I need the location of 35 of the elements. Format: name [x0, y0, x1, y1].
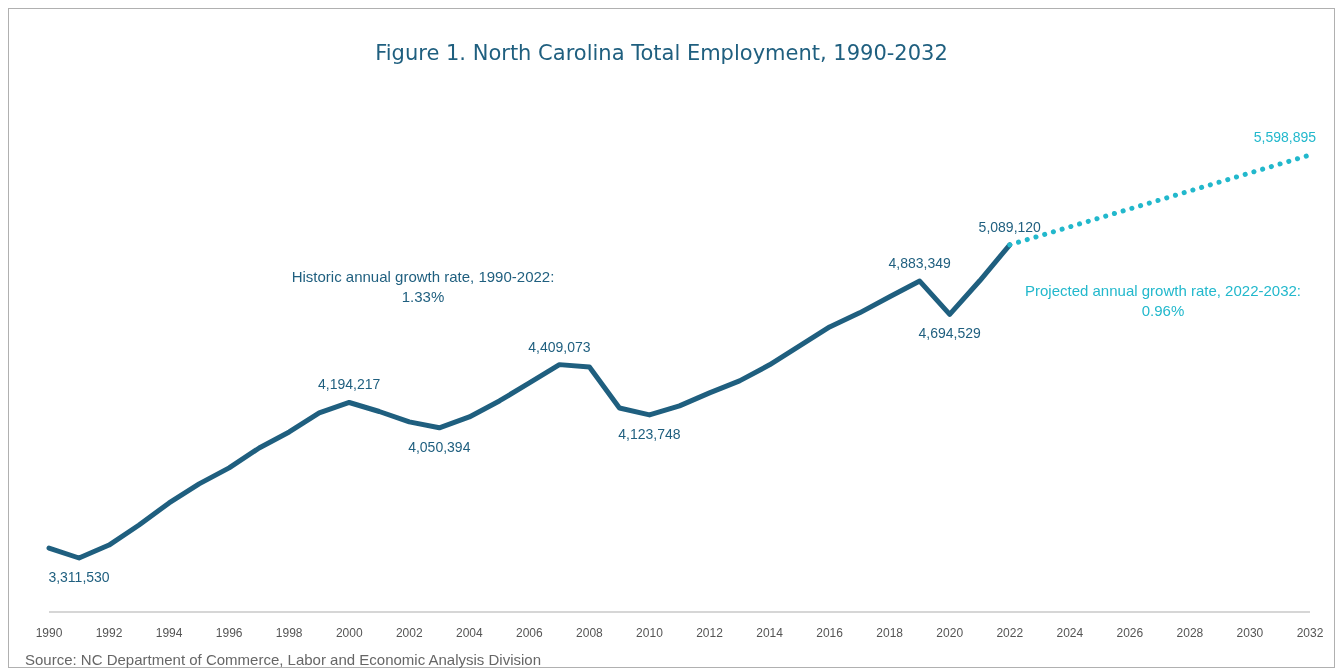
source-note: Source: NC Department of Commerce, Labor and Economic Analysis Division: [25, 651, 542, 668]
chart-title: Figure 1. North Carolina Total Employment, 1990-2032: [375, 41, 948, 65]
x-tick-label: 1992: [95, 626, 123, 640]
data-label: 4,694,529: [918, 325, 982, 342]
x-tick-label: 2026: [1116, 626, 1144, 640]
data-label: 3,311,530: [48, 569, 110, 585]
x-tick-label: 2000: [335, 626, 363, 640]
x-tick-label: 2024: [1056, 626, 1084, 640]
x-tick-label: 2022: [996, 626, 1024, 640]
x-tick-label: 1990: [35, 626, 63, 640]
x-tick-label: 2010: [636, 626, 664, 640]
x-tick-label: 2018: [876, 626, 904, 640]
x-tick-label: 1996: [215, 626, 243, 640]
x-tick-label: 2020: [936, 626, 964, 640]
x-tick-label: 2030: [1236, 626, 1264, 640]
x-tick-label: 2016: [816, 626, 844, 640]
annotation: Historic annual growth rate, 1990-2022: 1.33%: [291, 268, 555, 305]
data-label: 4,883,349: [888, 255, 952, 272]
data-label: 5,089,120: [978, 218, 1042, 235]
x-tick-label: 2008: [576, 626, 604, 640]
data-label: 4,050,394: [408, 438, 471, 455]
x-tick-label: 2028: [1176, 626, 1204, 640]
data-label: 4,194,217: [318, 376, 381, 393]
annotation: Projected annual growth rate, 2022-2032: 0.96%: [1024, 282, 1302, 319]
x-tick-label: 2006: [516, 626, 544, 640]
x-tick-label: 2004: [455, 626, 483, 640]
x-tick-label: 2014: [756, 626, 784, 640]
x-tick-label: 2032: [1296, 626, 1324, 640]
x-tick-label: 1994: [155, 626, 183, 640]
data-label: 5,598,895: [1253, 129, 1317, 145]
data-label: 4,123,748: [618, 425, 681, 442]
x-tick-label: 2012: [696, 626, 724, 640]
x-tick-label: 1998: [275, 626, 303, 640]
data-label: 4,409,073: [528, 338, 591, 355]
x-tick-label: 2002: [395, 626, 423, 640]
